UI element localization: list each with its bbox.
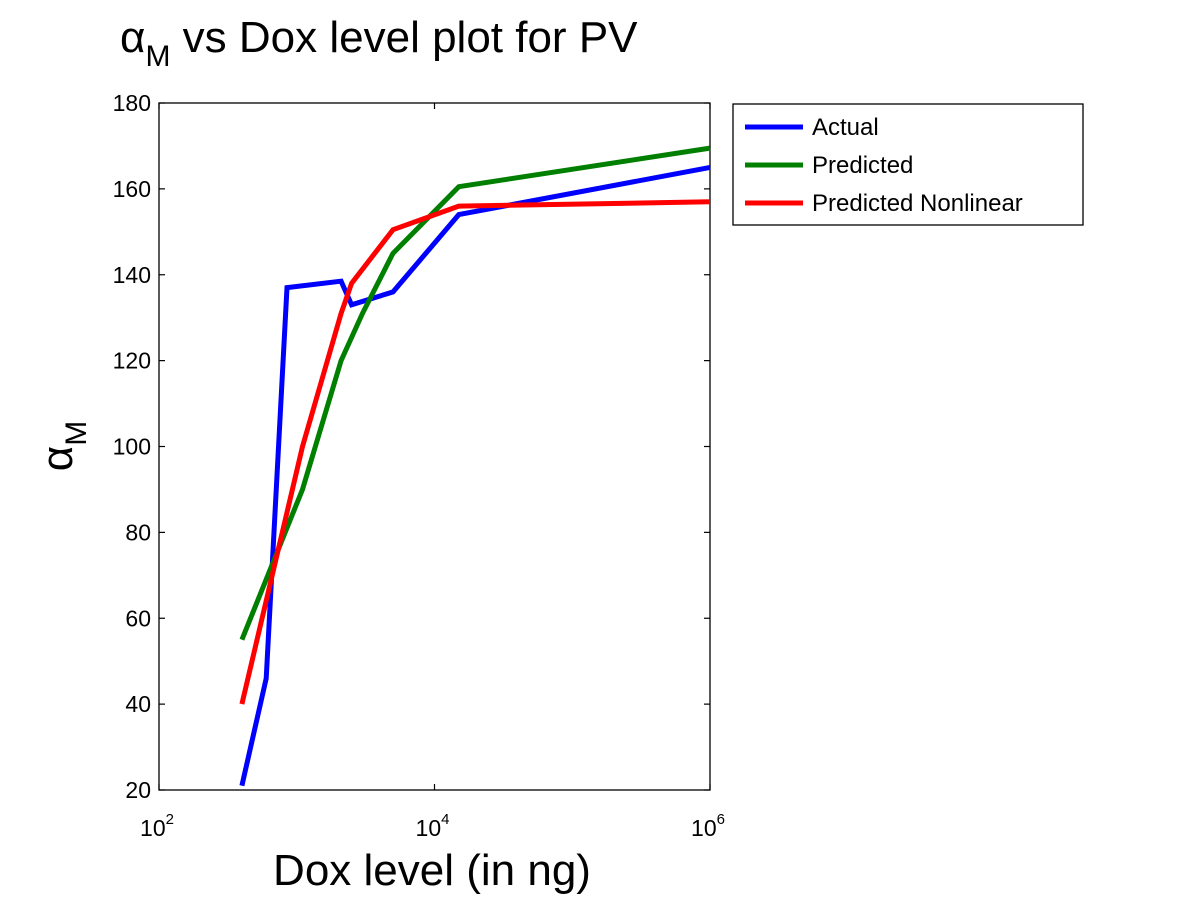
y-tick-label: 180 [113, 90, 151, 116]
y-axis-label: αM [33, 421, 93, 471]
x-axis-label: Dox level (in ng) [273, 846, 591, 895]
title-rest: vs Dox level plot for PV [170, 13, 638, 62]
x-tick-label: 104 [416, 811, 450, 841]
title-subscript: M [145, 40, 170, 73]
legend-label-actual: Actual [812, 114, 879, 141]
legend-label-predicted: Predicted [812, 152, 913, 179]
y-tick-label: 100 [113, 434, 151, 460]
y-tick-label: 20 [125, 777, 151, 803]
chart-title: αM vs Dox level plot for PV [120, 13, 638, 73]
series-layer [239, 145, 711, 787]
y-tick-label: 160 [113, 176, 151, 202]
series-line-predicted-nonlinear [239, 199, 711, 705]
plot-area [158, 102, 711, 791]
legend-label-predicted-nonlinear: Predicted Nonlinear [812, 190, 1023, 217]
legend: Actual Predicted Predicted Nonlinear [745, 114, 1023, 217]
y-tick-label: 60 [125, 605, 151, 631]
y-tick-label: 140 [113, 262, 151, 288]
title-symbol: α [120, 13, 145, 62]
x-tick-label: 102 [140, 811, 174, 841]
x-axis: 102 104 106 [140, 103, 725, 841]
y-axis: 20 40 60 80 100 120 140 160 180 [113, 90, 710, 803]
ylabel-symbol: α [33, 446, 82, 471]
x-tick-label: 106 [691, 811, 725, 841]
y-tick-label: 120 [113, 348, 151, 374]
ylabel-subscript: M [60, 421, 93, 446]
y-tick-label: 40 [125, 691, 151, 717]
series-line-predicted [239, 145, 711, 641]
y-tick-label: 80 [125, 519, 151, 545]
